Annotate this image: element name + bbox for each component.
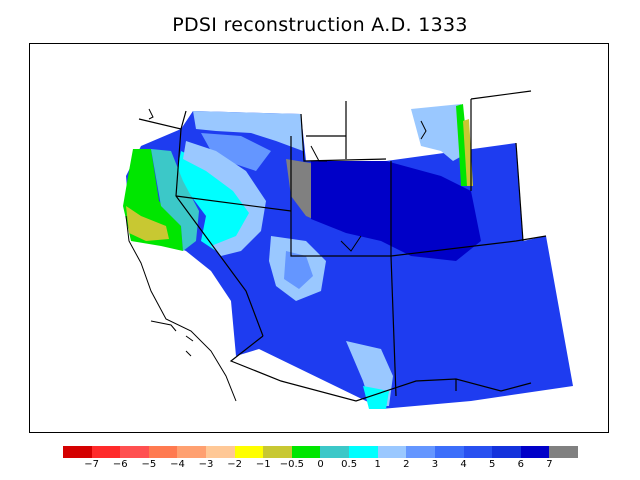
- legend-swatch: [291, 446, 321, 458]
- legend-tick-label: 2: [403, 459, 410, 470]
- map-frame: [29, 43, 609, 433]
- pdsi-region-montana: [411, 104, 471, 161]
- legend-swatch: [320, 446, 350, 458]
- legend-tick-label: 4: [460, 459, 467, 470]
- legend-swatch: [148, 446, 178, 458]
- pdsi-region-west-yellow: [126, 206, 169, 241]
- legend-tick-label: −6: [112, 459, 128, 470]
- legend-tick-label: 6: [517, 459, 524, 470]
- pdsi-region-light-arc: [183, 141, 266, 256]
- legend-swatch: [377, 446, 407, 458]
- pdsi-map: [123, 90, 573, 409]
- state-borders: [138, 90, 547, 402]
- legend-swatch: [520, 446, 550, 458]
- legend-swatch: [63, 446, 92, 458]
- legend-tick-label: 5: [488, 459, 496, 470]
- legend-swatch: [177, 446, 207, 458]
- legend-swatch: [463, 446, 493, 458]
- pdsi-region-west-teal: [151, 149, 199, 251]
- legend-tick-label: 3: [431, 459, 439, 470]
- legend-swatch: [406, 446, 435, 458]
- legend-swatch: [349, 446, 378, 458]
- legend-tick-label: −5: [141, 459, 157, 470]
- legend-tick-label: 0.5: [341, 459, 358, 470]
- legend-swatch: [91, 446, 121, 458]
- legend-tick-label: 0: [317, 459, 324, 470]
- legend-tick-label: −0.5: [279, 459, 305, 470]
- legend-swatch: [234, 446, 264, 458]
- legend-tick-label: −2: [227, 459, 243, 470]
- legend-tick-label: −3: [198, 459, 214, 470]
- legend-tick-label: 1: [374, 459, 381, 470]
- legend-tick-label: −1: [255, 459, 271, 470]
- pdsi-region-core: [311, 161, 481, 261]
- coastlines: [125, 108, 427, 402]
- legend-tick-label: −4: [170, 459, 185, 470]
- color-legend-ticks: −7 −6 −5 −4 −3 −2 −1 −0.5 0 0.5 1 2 3 4 5 6 7: [63, 459, 578, 473]
- color-legend-bar: [63, 446, 578, 458]
- legend-swatch: [492, 446, 521, 458]
- pdsi-region-north-light: [193, 111, 303, 151]
- legend-swatch: [263, 446, 292, 458]
- legend-swatch: [549, 446, 578, 458]
- legend-tick-label: −7: [84, 459, 99, 470]
- pdsi-region-center-inner: [284, 251, 313, 289]
- legend-swatch: [434, 446, 464, 458]
- map-title: PDSI reconstruction A.D. 1333: [172, 14, 468, 36]
- legend-swatch: [206, 446, 235, 458]
- legend-tick-label: 7: [546, 459, 553, 470]
- pdsi-region-north-mid: [201, 133, 271, 171]
- legend-swatch: [120, 446, 149, 458]
